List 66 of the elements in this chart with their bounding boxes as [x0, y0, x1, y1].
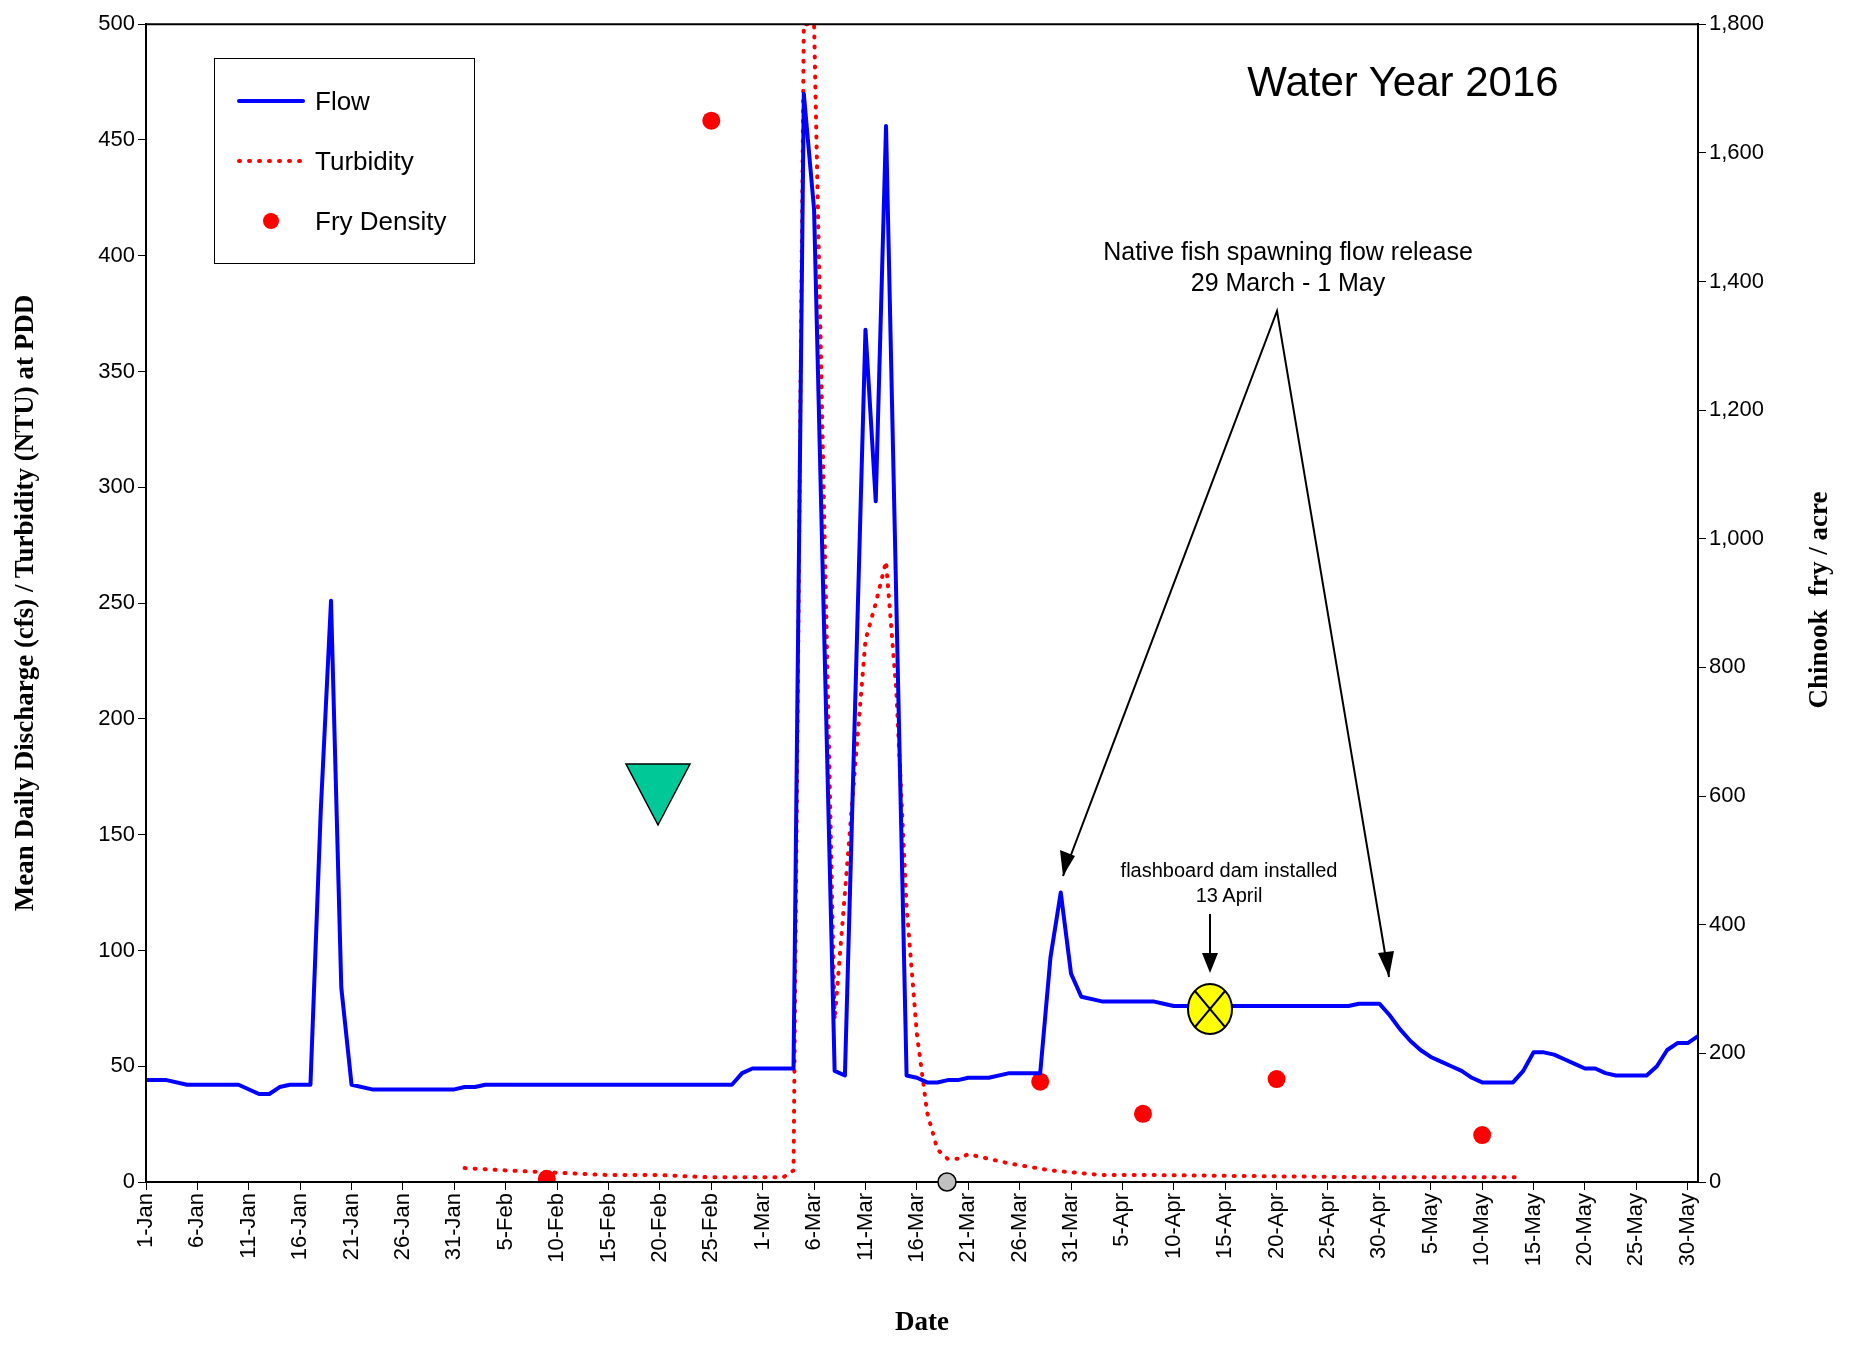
y2-tick-label: 200: [1709, 1039, 1746, 1065]
legend-label: Flow: [315, 85, 370, 117]
y2-tick-label: 400: [1709, 910, 1746, 936]
x-tick-label: 25-May: [1622, 1193, 1648, 1267]
x-tick-label: 20-May: [1571, 1193, 1596, 1267]
x-tick-label: 6-Jan: [183, 1193, 209, 1249]
y2-tick-label: 1,200: [1709, 396, 1765, 422]
x-tick-label: 1-Mar: [748, 1193, 774, 1251]
x-tick-label: 16-Jan: [286, 1193, 312, 1261]
x-tick-label: 30-May: [1673, 1193, 1699, 1267]
x-tick-label: 31-Mar: [1057, 1193, 1083, 1263]
x-tick-label: 15-Apr: [1211, 1193, 1237, 1260]
y-tick-label: 450: [98, 126, 135, 152]
y2-tick-label: 800: [1709, 653, 1746, 679]
y-tick-label: 500: [98, 10, 135, 36]
x-tick-label: 10-Feb: [543, 1193, 569, 1263]
x-tick-label: 31-Jan: [440, 1193, 466, 1261]
y2-tick-label: 1,000: [1709, 524, 1765, 550]
y2-tick-label: 1,600: [1709, 138, 1765, 164]
text: Water Year 2016: [1247, 58, 1559, 106]
annotation: flashboard dam installed 13 April: [1120, 858, 1338, 908]
x-tick-label: 25-Apr: [1314, 1193, 1340, 1260]
x-tick-label: 10-Apr: [1159, 1193, 1185, 1260]
x-tick-label: 11-Jan: [234, 1193, 260, 1259]
x-tick-label: 26-Mar: [1005, 1193, 1031, 1263]
x-tick-label: 15-Feb: [594, 1193, 620, 1263]
x-tick-label: 5-Feb: [491, 1193, 517, 1251]
y-tick-label: 0: [122, 1168, 135, 1194]
y-tick-label: 100: [98, 936, 135, 962]
x-tick-label: 1-Jan: [132, 1193, 158, 1249]
y2-axis-title: Chinook fry / acre: [1802, 491, 1834, 709]
x-tick-label: 5-Apr: [1108, 1193, 1134, 1247]
y-tick-label: 50: [110, 1052, 135, 1078]
x-tick-label: 20-Feb: [645, 1193, 671, 1263]
legend-label: Fry Density: [315, 205, 447, 237]
y-axis-title: Mean Daily Discharge (cfs) / Turbidity (NTU) at PDD: [9, 294, 40, 912]
point: [1267, 1070, 1286, 1089]
x-tick-label: 21-Jan: [337, 1193, 363, 1261]
x-tick-label: 6-Mar: [800, 1193, 826, 1251]
legend-label: Turbidity: [315, 145, 414, 177]
x-tick-label: 5-May: [1416, 1193, 1442, 1255]
y-tick-label: 400: [98, 241, 135, 267]
x-tick-label: 30-Apr: [1365, 1193, 1391, 1260]
annotation: Native fish spawning flow release 29 March - 1 May: [1103, 236, 1473, 299]
point: [1031, 1072, 1050, 1091]
x-tick-label: 25-Feb: [697, 1193, 723, 1263]
x-tick-label: 15-May: [1519, 1193, 1545, 1267]
x-tick-label: 20-Apr: [1262, 1193, 1288, 1260]
point: [1133, 1104, 1152, 1123]
y-tick-label: 300: [98, 473, 135, 499]
x-tick-label: 21-Mar: [954, 1193, 980, 1263]
y-tick-label: 200: [98, 704, 135, 730]
y-tick-label: 350: [98, 357, 135, 383]
y-tick-label: 250: [98, 589, 135, 615]
x-tick-label: 26-Jan: [389, 1193, 415, 1261]
y2-tick-label: 600: [1709, 782, 1746, 808]
y-tick-label: 150: [98, 820, 135, 846]
y2-tick-label: 0: [1709, 1168, 1722, 1194]
point: [1473, 1126, 1492, 1145]
x-tick-label: 16-Mar: [902, 1193, 928, 1263]
point: [702, 111, 721, 130]
y2-tick-label: 1,400: [1709, 267, 1765, 293]
y2-tick-label: 1,800: [1709, 10, 1765, 36]
x-tick-label: 10-May: [1468, 1193, 1494, 1267]
x-tick-label: 11-Mar: [851, 1193, 877, 1262]
x-axis-title: Date: [895, 1305, 949, 1336]
